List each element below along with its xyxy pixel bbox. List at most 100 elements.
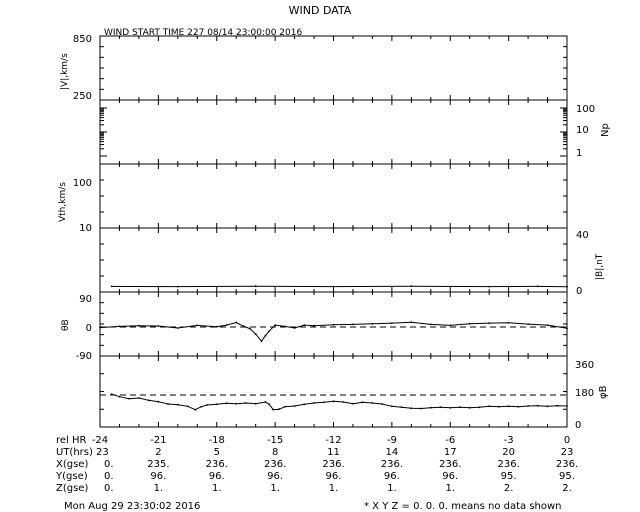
field-magnitude-series-point (176, 285, 179, 288)
theta-series-point (248, 327, 251, 330)
footer-note: * X Y Z = 0. 0. 0. means no data shown (364, 501, 562, 512)
phi-ytick-180: 180 (575, 388, 594, 399)
table-cell: 96. (384, 471, 400, 482)
phi-series-point (459, 406, 461, 409)
table-cell: 236. (206, 459, 228, 470)
table-cell: 236. (556, 459, 578, 470)
table-cell: 236. (322, 459, 344, 470)
table-cell: 235. (147, 459, 169, 470)
table-cell: 23 (561, 447, 574, 458)
speed-ylabel: |V|,km/s (60, 53, 70, 90)
theta-series-point (260, 340, 263, 343)
theta-series-point (352, 323, 354, 326)
table-cell: 0. (104, 471, 114, 482)
row-label-4: Z(gse) (56, 483, 88, 494)
table-cell: 1. (445, 483, 455, 494)
theta-series-point (196, 324, 199, 327)
phi-series-point (449, 406, 452, 409)
table-cell: 236. (497, 459, 519, 470)
theta-series-point (332, 323, 335, 326)
phi-series-point (371, 402, 374, 404)
theta-series-point (138, 324, 140, 327)
field-magnitude-series-point (536, 285, 539, 288)
theta-series-point (254, 333, 257, 335)
table-cell: 236. (381, 459, 403, 470)
phi-series-point (128, 397, 131, 400)
phi-series-point (429, 406, 432, 409)
phi-series-point (157, 400, 160, 403)
row-label-1: UT(hrs) (56, 447, 93, 458)
phi-series-point (478, 406, 481, 409)
phi-series-point (200, 405, 203, 408)
field-magnitude-series-point (254, 285, 257, 288)
phi-ylabel: φB (598, 385, 609, 399)
phi-series-point (235, 402, 238, 405)
phi-series-point (278, 408, 280, 411)
field-magnitude-series-point (410, 285, 413, 288)
table-cell: 0. (104, 459, 114, 470)
phi-series-point (536, 404, 539, 407)
field-ylabel: |B|,nT (595, 253, 605, 280)
table-cell: 11 (327, 447, 340, 458)
density-ytick-10: 10 (576, 125, 589, 136)
density-ytick-1: 1 (576, 148, 582, 159)
table-cell: 5 (214, 447, 220, 458)
theta-series-point (527, 323, 529, 325)
table-cell: 0 (564, 435, 570, 446)
theta-series-point (449, 324, 452, 327)
table-cell: 8 (272, 447, 278, 458)
phi-series-point (342, 401, 345, 403)
table-cell: 96. (267, 471, 283, 482)
density-ytick-100: 100 (576, 104, 595, 115)
theta-ytick-0: 0 (86, 323, 92, 334)
table-cell: -24 (92, 435, 108, 446)
theta-series-point (99, 326, 101, 329)
phi-series-point (272, 408, 275, 411)
table-cell: -6 (445, 435, 455, 446)
phi-series-point (138, 397, 140, 399)
theta-series-point (268, 330, 271, 332)
table-cell: 0. (104, 483, 114, 494)
table-cell: 1. (212, 483, 222, 494)
phi-series-point (361, 401, 364, 404)
table-cell: 2. (562, 483, 572, 494)
thermal-ytick-10: 10 (79, 223, 92, 234)
phi-series-point (566, 405, 568, 407)
theta-series-point (391, 322, 393, 324)
theta-series-point (468, 322, 471, 325)
row-label-2: X(gse) (56, 459, 88, 470)
phi-series-point (110, 393, 113, 396)
phi-series-point (468, 406, 471, 409)
field-ytick-40: 40 (576, 230, 589, 241)
theta-series-point (118, 325, 121, 328)
phi-series-point (186, 405, 189, 408)
phi-ytick-0: 0 (575, 420, 581, 431)
field-magnitude-series-point (488, 285, 491, 288)
table-cell: 96. (326, 471, 342, 482)
field-magnitude-series-point (110, 285, 113, 288)
table-cell: -12 (325, 435, 341, 446)
table-cell: 96. (150, 471, 166, 482)
table-cell: 95. (501, 471, 517, 482)
theta-series-point (371, 322, 374, 325)
table-cell: 1. (270, 483, 280, 494)
phi-series-point (527, 405, 529, 407)
theta-series-point (507, 321, 510, 324)
table-cell: 1. (329, 483, 339, 494)
theta-series-point (225, 324, 228, 326)
phi-series-point (410, 407, 413, 410)
table-cell: -3 (504, 435, 514, 446)
theta-series-point (274, 324, 276, 326)
phi-series-point (556, 404, 559, 407)
phi-series-point (507, 405, 510, 408)
phi-series-point (118, 395, 121, 398)
phi-series-point (322, 401, 325, 404)
phi-ytick-360: 360 (575, 360, 594, 371)
field-magnitude-series-point (566, 285, 568, 288)
table-cell: 2. (504, 483, 514, 494)
table-cell: -15 (267, 435, 283, 446)
phi-series-point (303, 403, 306, 406)
chart-title: WIND DATA (289, 4, 352, 17)
phi-series-point (498, 405, 500, 408)
